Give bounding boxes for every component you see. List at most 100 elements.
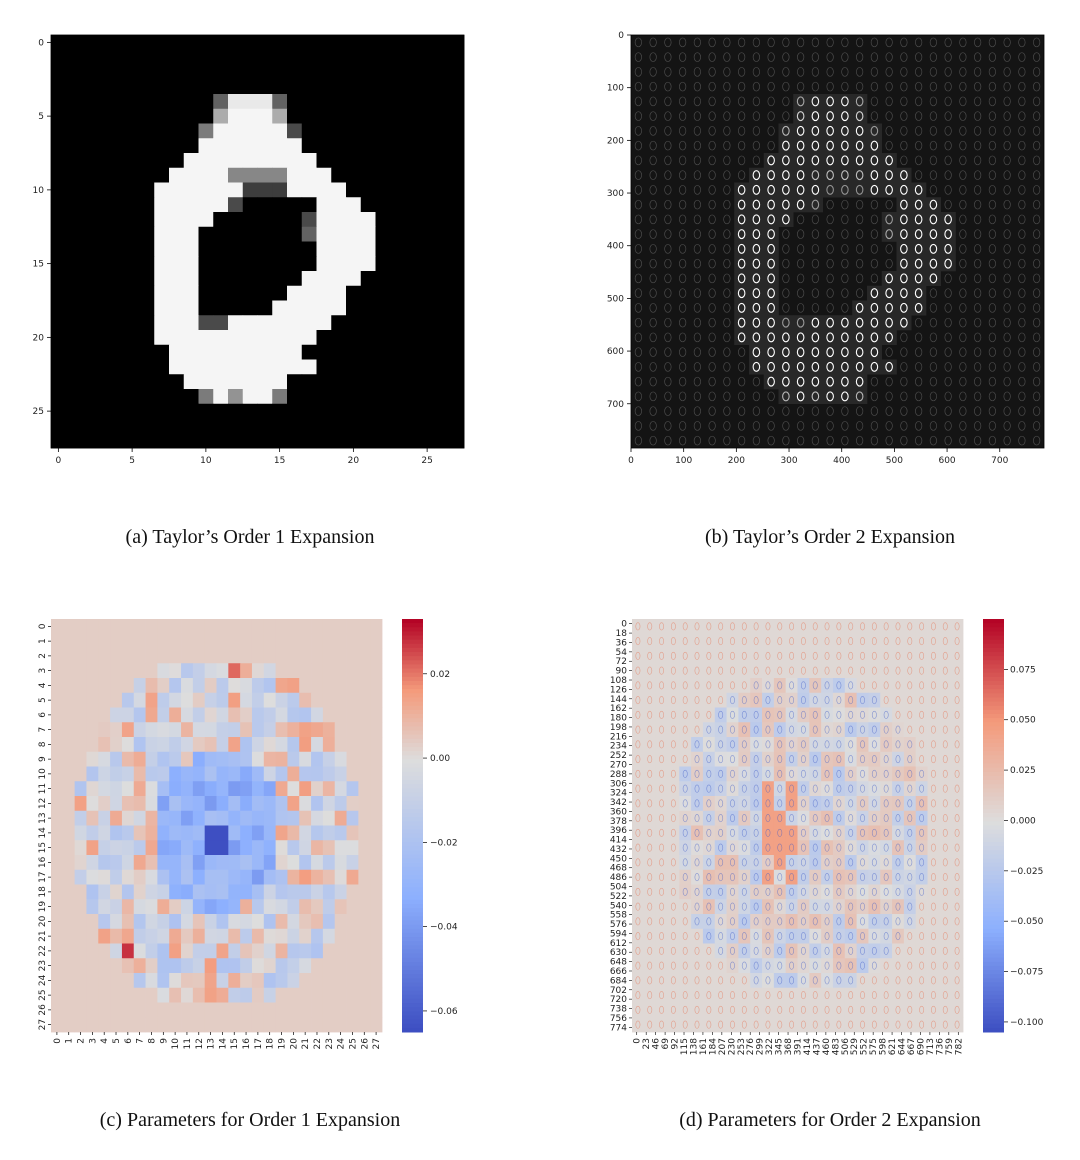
panel-b-digit-glyph xyxy=(929,376,937,387)
panel-d-cell xyxy=(832,943,846,959)
panel-c-cell xyxy=(110,707,123,723)
panel-a-cell xyxy=(419,315,435,331)
panel-d-cell xyxy=(691,751,704,767)
panel-c-cell xyxy=(204,678,217,694)
panel-c-cell xyxy=(299,781,312,797)
panel-d-colorbar-segment xyxy=(983,788,1004,793)
panel-c-cell xyxy=(86,781,99,797)
panel-d-cell xyxy=(750,751,763,767)
panel-d-cell xyxy=(643,737,657,753)
panel-b-digit-glyph xyxy=(693,303,701,313)
panel-d-cell xyxy=(880,663,893,679)
panel-b-cell xyxy=(808,182,824,198)
panel-a-cell xyxy=(242,153,258,169)
panel-c-colorbar-segment xyxy=(402,742,423,748)
panel-b-digit-glyph xyxy=(708,391,716,402)
panel-d-cell xyxy=(903,707,917,723)
panel-d-glyph xyxy=(812,637,818,646)
panel-d-cell xyxy=(785,633,798,649)
panel-d-cell xyxy=(726,987,739,1003)
panel-d-glyph xyxy=(860,843,865,852)
panel-c-cell xyxy=(51,663,64,679)
panel-a-cell xyxy=(242,300,258,316)
panel-d-cell xyxy=(844,840,858,856)
panel-c-cell xyxy=(74,914,87,930)
panel-c-cell xyxy=(192,884,206,900)
panel-b-digit-glyph xyxy=(900,258,908,269)
panel-d-glyph xyxy=(670,696,676,705)
panel-d-cell xyxy=(832,914,846,930)
panel-b-digit-glyph xyxy=(974,185,982,195)
panel-b-cell xyxy=(940,241,956,257)
panel-d-glyph xyxy=(907,799,913,808)
panel-d-cell xyxy=(785,766,798,782)
panel-d-cell xyxy=(714,1002,727,1018)
panel-b-cell xyxy=(837,153,853,169)
panel-a-cell xyxy=(183,344,199,360)
panel-d-glyph xyxy=(670,755,676,764)
panel-d-cell xyxy=(726,678,739,694)
panel-b-digit-glyph xyxy=(870,125,879,136)
panel-d-colorbar-segment xyxy=(983,908,1004,913)
panel-c-cell xyxy=(192,1017,206,1033)
panel-c-cell xyxy=(181,914,194,930)
panel-d-glyph xyxy=(848,873,854,882)
panel-b-digit-glyph xyxy=(649,317,657,328)
panel-a-cell xyxy=(124,138,140,154)
panel-b-cell xyxy=(867,138,883,154)
panel-c-xtick-label: 9 xyxy=(159,1038,169,1044)
panel-d-glyph xyxy=(907,932,913,941)
panel-a-cell xyxy=(183,35,199,51)
panel-c-cell xyxy=(334,648,347,664)
panel-d-glyph xyxy=(836,696,842,705)
panel-d-cell xyxy=(773,751,787,767)
panel-d-glyph xyxy=(647,681,653,690)
panel-d-cell xyxy=(762,678,775,694)
panel-d-cell xyxy=(632,707,645,723)
panel-a-cell xyxy=(346,212,362,228)
panel-d-cell xyxy=(632,884,645,900)
panel-c-xtick-label: 15 xyxy=(230,1038,240,1049)
panel-b-cell xyxy=(763,182,779,198)
panel-a-cell xyxy=(124,344,140,360)
panel-b-cell xyxy=(778,182,794,198)
panel-a-cell xyxy=(139,271,155,287)
panel-d-glyph xyxy=(895,710,901,719)
panel-d-cell xyxy=(927,737,940,753)
panel-d-cell xyxy=(832,987,846,1003)
panel-d-glyph xyxy=(919,622,925,631)
panel-d-cell xyxy=(643,633,657,649)
panel-d-cell xyxy=(856,1017,869,1033)
panel-c-cell xyxy=(181,958,194,974)
panel-b-cell xyxy=(852,167,868,183)
panel-a-cell xyxy=(360,153,376,169)
panel-d-cell xyxy=(927,707,940,723)
panel-c-cell xyxy=(133,781,146,797)
panel-d-glyph xyxy=(836,976,842,985)
panel-c-cell xyxy=(204,737,217,753)
panel-a-cell xyxy=(169,330,185,346)
panel-c-cell xyxy=(157,663,170,679)
panel-d-glyph xyxy=(954,902,960,911)
panel-b-digit-glyph xyxy=(974,288,982,298)
panel-b-digit-glyph xyxy=(767,52,775,62)
panel-b-digit-glyph xyxy=(723,244,731,254)
panel-c-ytick-label: 25 xyxy=(38,989,48,1000)
panel-c-cell xyxy=(334,943,347,959)
panel-d-glyph xyxy=(670,858,676,867)
panel-d-glyph xyxy=(883,651,889,660)
panel-b-digit-glyph xyxy=(649,273,657,284)
panel-b-digit-glyph xyxy=(679,376,687,387)
panel-c-cell xyxy=(275,987,288,1003)
panel-d-cell xyxy=(856,987,869,1003)
panel-a-xtick-label: 5 xyxy=(129,456,135,466)
panel-d-cell xyxy=(702,707,716,723)
panel-b-digit-glyph xyxy=(1033,347,1041,357)
panel-b-digit-glyph xyxy=(855,184,864,195)
panel-b-cell xyxy=(896,271,912,287)
panel-b-digit-glyph xyxy=(885,361,893,372)
panel-d-glyph xyxy=(635,858,641,867)
panel-d-cell xyxy=(726,766,739,782)
panel-d-colorbar-segment xyxy=(983,627,1004,632)
panel-d-glyph xyxy=(670,666,676,675)
